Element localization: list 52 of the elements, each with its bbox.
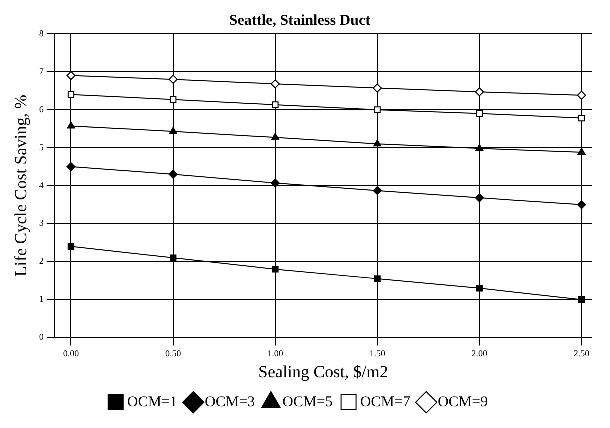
point	[270, 80, 280, 89]
x-axis-title: Sealing Cost, $/m2	[258, 362, 388, 382]
point	[578, 296, 586, 304]
y-tick-label: 3	[39, 218, 44, 228]
point	[577, 91, 586, 100]
point	[68, 91, 75, 98]
point	[475, 194, 484, 203]
chart-title: Seattle, Stainless Duct	[229, 12, 371, 29]
point	[373, 186, 382, 196]
legend-label: OCM=9	[438, 394, 488, 410]
point	[374, 106, 381, 114]
point	[168, 170, 178, 180]
x-tick-label: 1.00	[268, 348, 284, 359]
legend-label: OCM=1	[127, 394, 178, 410]
y-tick-label: 4	[39, 180, 44, 190]
x-tick-label: 1.50	[370, 348, 386, 359]
point	[476, 285, 484, 292]
x-tick-label: 2.00	[472, 348, 488, 359]
point	[170, 254, 177, 262]
y-tick-label: 7	[39, 66, 44, 76]
point	[67, 122, 76, 129]
point	[68, 243, 75, 250]
point	[168, 75, 178, 84]
point	[270, 178, 280, 188]
y-tick-label: 1	[39, 294, 44, 304]
point	[577, 200, 586, 210]
y-axis-title: Life Cycle Cost Saving, %	[12, 95, 31, 277]
legend-label: OCM=5	[282, 394, 333, 410]
point	[374, 276, 381, 282]
x-tick-label: 0.50	[165, 348, 182, 359]
point	[272, 266, 279, 273]
point	[272, 102, 279, 108]
x-tick-label: 0.00	[63, 348, 80, 359]
point	[578, 148, 586, 155]
point	[476, 110, 484, 118]
point	[169, 127, 178, 134]
x-tick-label: 2.50	[574, 348, 590, 359]
y-tick-label: 5	[39, 142, 44, 152]
point	[578, 114, 586, 122]
legend-label: OCM=7	[360, 394, 411, 410]
y-tick-label: 6	[39, 104, 44, 114]
point	[373, 84, 382, 93]
point	[374, 140, 382, 147]
point	[475, 88, 484, 97]
y-tick-label: 0	[39, 332, 44, 342]
point	[170, 96, 177, 104]
y-tick-label: 2	[39, 256, 44, 266]
y-tick-label: 8	[39, 28, 44, 38]
point	[66, 162, 76, 172]
point	[271, 133, 280, 140]
point	[476, 144, 484, 152]
legend-label: OCM=3	[205, 394, 256, 410]
